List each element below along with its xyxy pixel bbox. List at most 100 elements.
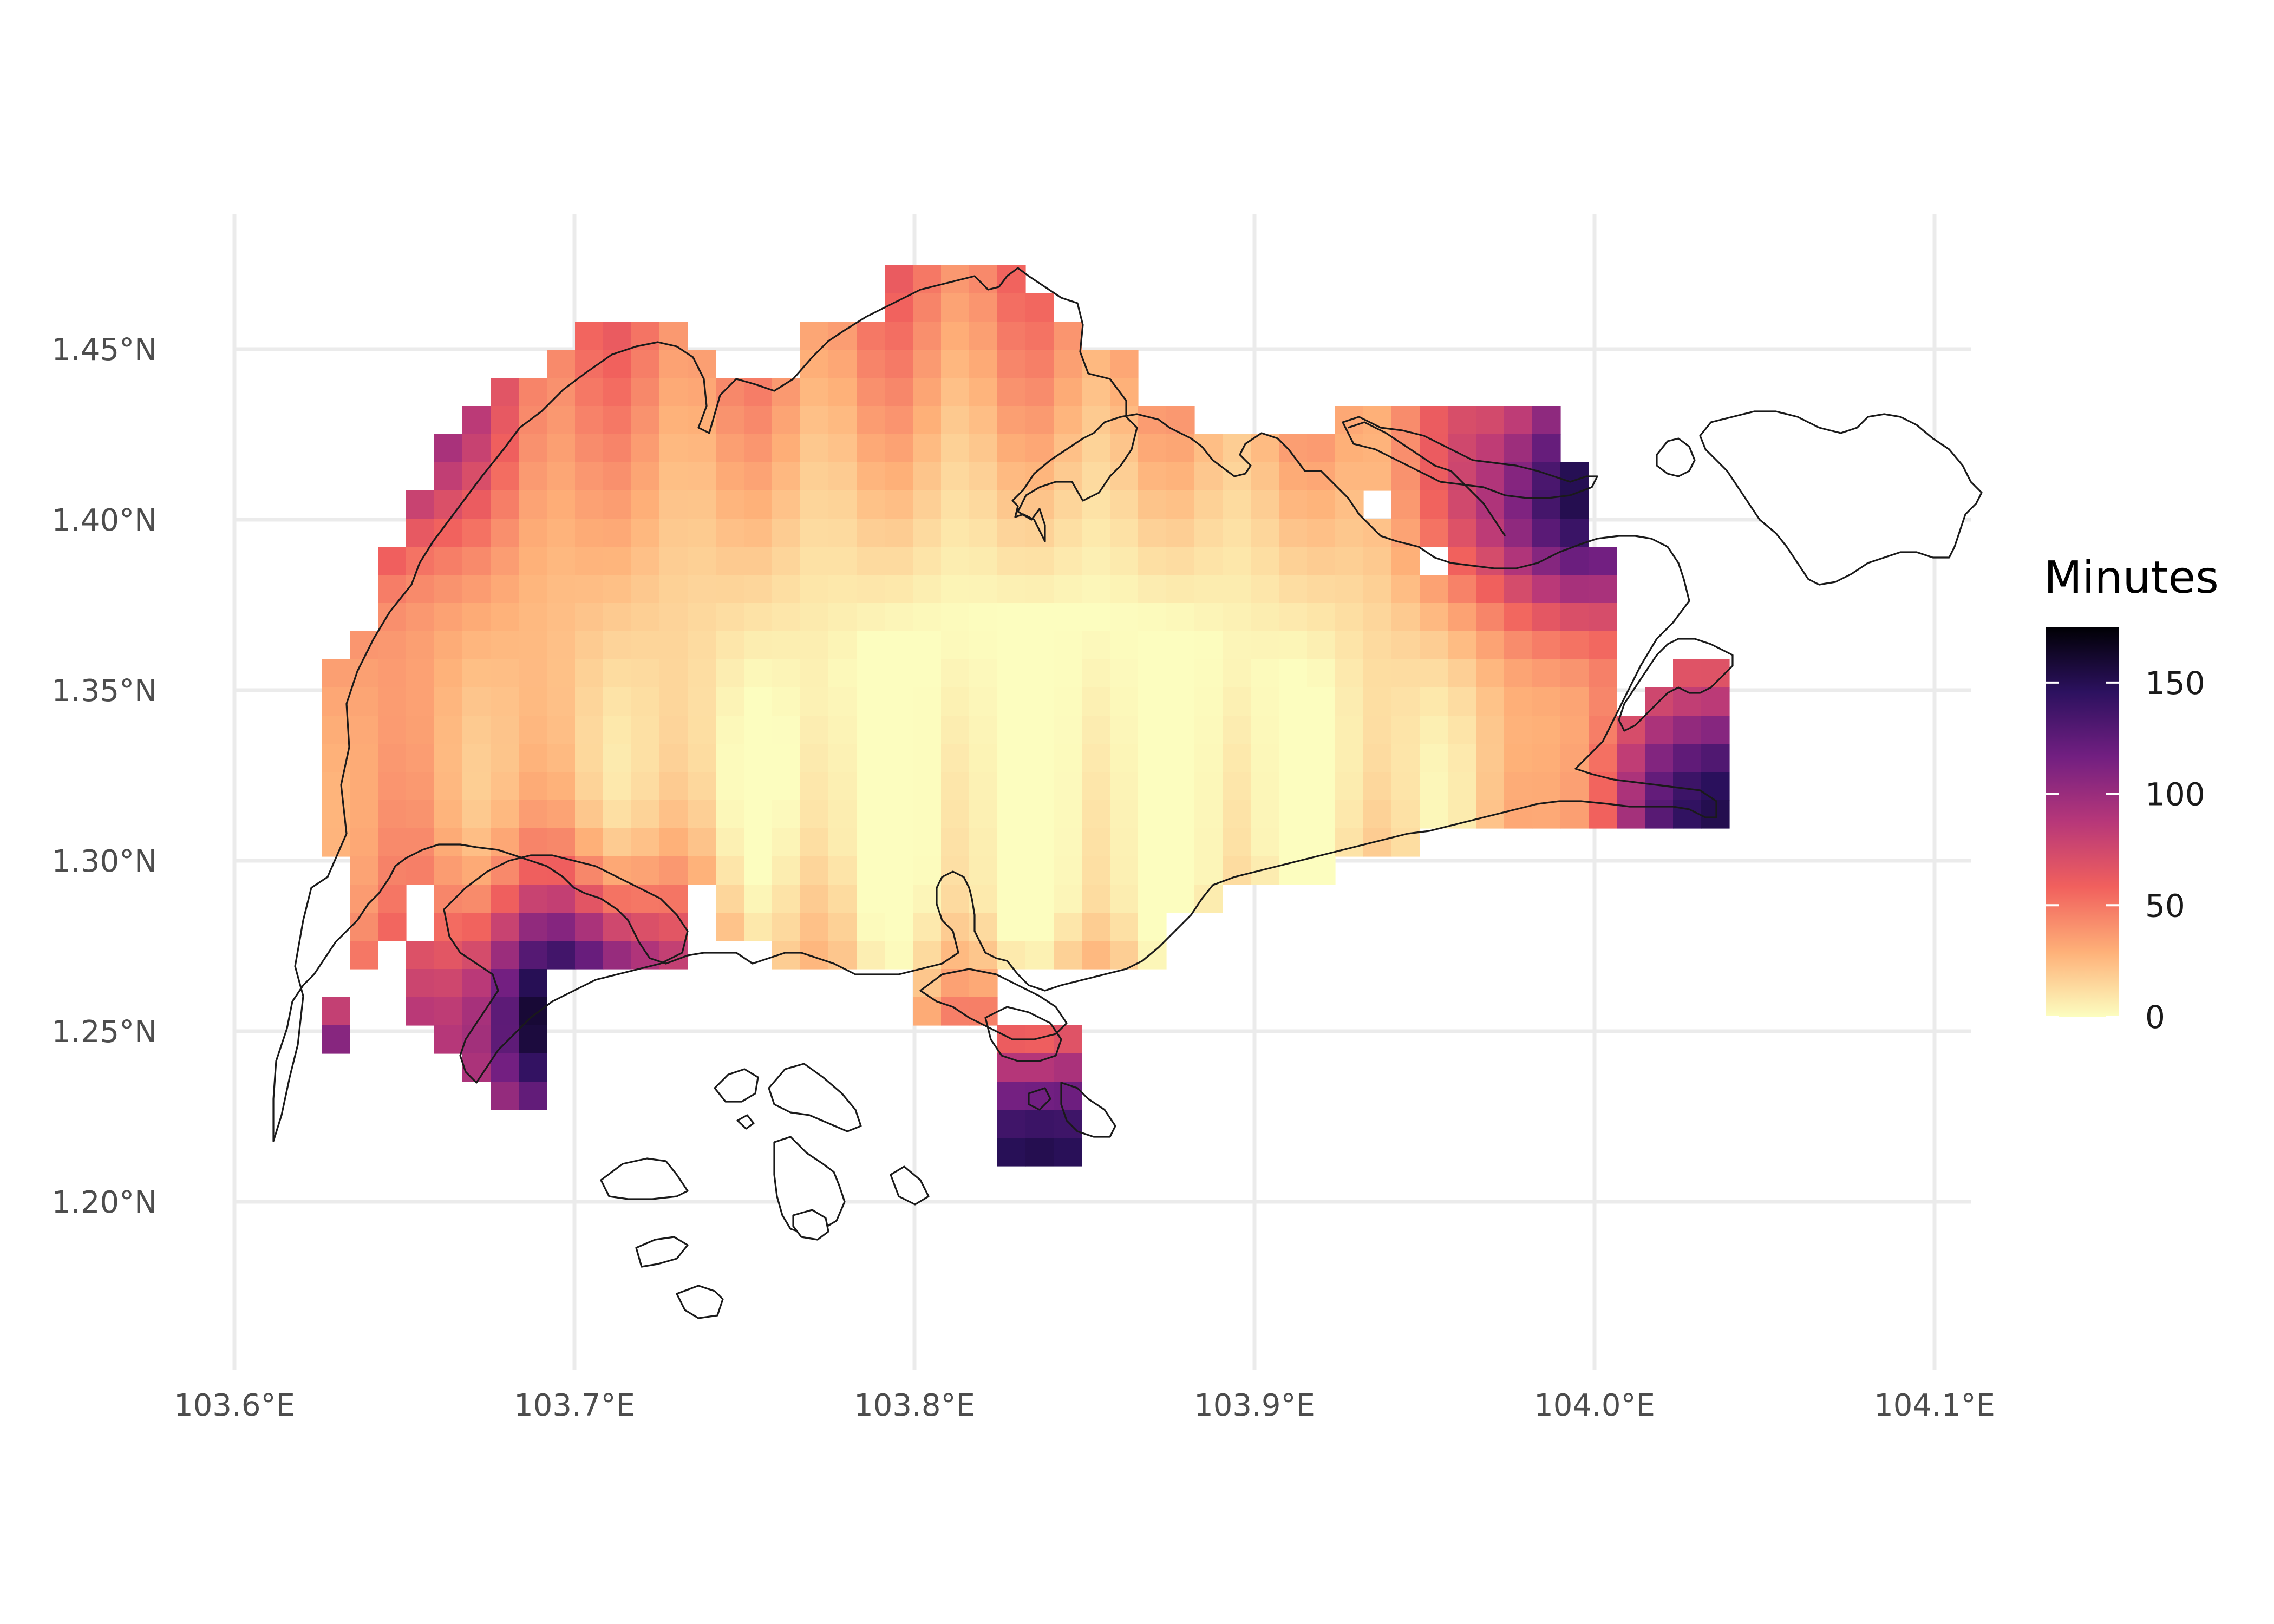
heatmap-cell [688,434,716,463]
heatmap-cell [603,490,632,519]
heatmap-cell [857,547,885,575]
heatmap-cell [1166,744,1195,772]
heatmap-cell [857,800,885,829]
heatmap-cell [1279,490,1308,519]
heatmap-cell [1448,519,1476,547]
heatmap-cell [1448,434,1476,463]
heatmap-cell [885,350,913,378]
heatmap-cell [1110,885,1139,913]
heatmap-cell [857,462,885,491]
heatmap-cell [1054,575,1082,604]
heatmap-cell [1138,603,1167,632]
heatmap-cell [800,744,829,772]
heatmap-cell [800,603,829,632]
heatmap-cell [772,744,801,772]
heatmap-cell [462,997,491,1026]
heatmap-cell [1701,744,1730,772]
heatmap-cell [1279,519,1308,547]
heatmap-cell [434,603,463,632]
heatmap-cell [885,913,913,941]
heatmap-cell [406,744,435,772]
heatmap-cell [1194,856,1223,885]
heatmap-cell [1054,716,1082,744]
heatmap-cell [969,856,998,885]
heatmap-cell [1279,687,1308,716]
heatmap-cell [997,744,1026,772]
heatmap-cell [547,350,576,378]
heatmap-cell [322,997,350,1026]
heatmap-cell [1504,547,1533,575]
heatmap-cell [997,1053,1026,1082]
heatmap-cell [1110,603,1139,632]
heatmap-cell [1194,575,1223,604]
heatmap-cell [1560,603,1589,632]
heatmap-cell [1476,519,1505,547]
heatmap-cell [491,1082,519,1110]
heatmap-cell [575,322,604,350]
heatmap-cell [688,462,716,491]
heatmap-cell [547,941,576,970]
heatmap-cell [603,716,632,744]
heatmap-cell [1025,941,1054,970]
heatmap-cell [1082,913,1110,941]
heatmap-cell [659,687,688,716]
heatmap-cell [1589,744,1617,772]
heatmap-cell [1279,828,1308,857]
heatmap-cell [491,575,519,604]
heatmap-cell [969,350,998,378]
heatmap-cell [1194,828,1223,857]
coastline-changi [1618,638,1734,732]
heatmap-cell [828,350,857,378]
heatmap-cell [434,462,463,491]
heatmap-cell [1448,744,1476,772]
heatmap-cell [350,659,378,688]
heatmap-cell [1279,800,1308,829]
heatmap-cell [913,716,942,744]
heatmap-cell [800,378,829,407]
heatmap-cell [519,519,547,547]
heatmap-cell [322,1025,350,1054]
heatmap-cell [716,856,744,885]
heatmap-cell [631,856,660,885]
heatmap-cell [378,603,407,632]
heatmap-cell [603,687,632,716]
heatmap-cell [547,885,576,913]
heatmap-cell [1279,716,1308,744]
heatmap-cell [1251,631,1279,660]
colorbar-legend: Minutes 0 50 100 150 [2044,552,2219,1036]
heatmap-cell [547,828,576,857]
heatmap-cell [997,1082,1026,1110]
heatmap-cell [575,800,604,829]
heatmap-cell [1166,828,1195,857]
heatmap-cell [575,631,604,660]
heatmap-cell [772,913,801,941]
heatmap-cell [744,800,773,829]
heatmap-cell [744,744,773,772]
heatmap-cell [659,490,688,519]
heatmap-cell [1448,631,1476,660]
heatmap-cell [1560,744,1589,772]
heatmap-cell [1025,519,1054,547]
heatmap-cell [828,856,857,885]
heatmap-cell [1025,800,1054,829]
heatmap-cell [941,828,970,857]
heatmap-cell [1532,575,1561,604]
heatmap-cell [631,406,660,435]
heatmap-cell [547,406,576,435]
heatmap-cell [1476,631,1505,660]
heatmap-cell [350,687,378,716]
heatmap-cell [575,744,604,772]
heatmap-cell [659,378,688,407]
heatmap-cell [772,659,801,688]
heatmap-cell [969,659,998,688]
heatmap-cell [913,462,942,491]
heatmap-cell [434,941,463,970]
heatmap-cell [772,603,801,632]
island-south-5 [773,1136,846,1235]
heatmap-cell [491,687,519,716]
heatmap-cell [1054,1110,1082,1138]
heatmap-cell [1166,885,1195,913]
coastline-sentosa [919,968,1068,1040]
heatmap-cell [941,265,970,294]
heatmap-cell [1054,828,1082,857]
